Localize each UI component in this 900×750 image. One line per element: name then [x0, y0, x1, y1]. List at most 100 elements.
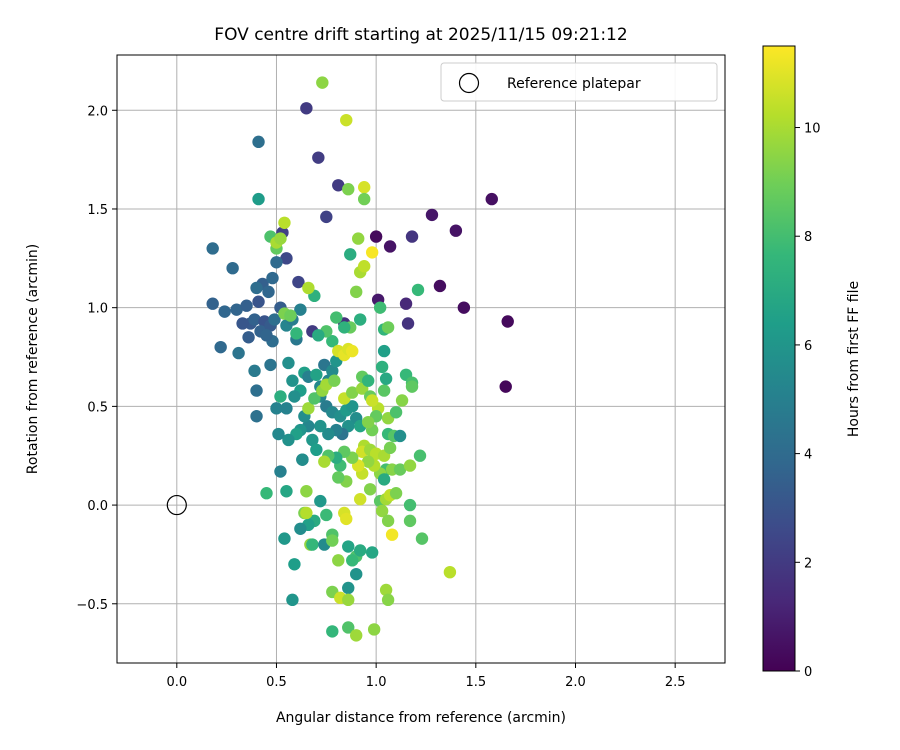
data-point	[242, 331, 255, 344]
colorbar-tick-label: 0	[804, 665, 812, 680]
colorbar-tick-label: 6	[804, 339, 812, 354]
data-point	[326, 534, 339, 547]
data-point	[338, 321, 351, 334]
data-point	[270, 256, 283, 269]
data-point	[278, 532, 291, 545]
data-point	[350, 629, 363, 642]
data-point	[350, 285, 363, 299]
data-point	[499, 380, 512, 393]
data-point	[332, 471, 345, 484]
data-point	[326, 364, 339, 378]
data-point	[206, 297, 219, 310]
data-point	[361, 455, 375, 468]
chart-title: FOV centre drift starting at 2025/11/15 …	[214, 25, 627, 45]
data-point	[274, 465, 287, 478]
colorbar-ticks: 0 2 4 6 8 10	[795, 122, 821, 680]
x-tick-label: 0.5	[266, 675, 287, 690]
data-point	[393, 463, 407, 476]
data-point	[252, 135, 265, 149]
legend-entry-label: Reference platepar	[507, 76, 641, 92]
data-point	[344, 248, 357, 261]
data-point	[399, 297, 413, 310]
data-point	[226, 261, 239, 275]
data-point	[250, 281, 263, 295]
data-point	[294, 522, 307, 535]
colorbar-gradient	[762, 45, 796, 672]
data-point	[302, 402, 315, 415]
y-tick-label: 0.5	[87, 400, 108, 415]
data-point	[218, 305, 231, 318]
data-point	[342, 183, 355, 196]
data-point	[352, 232, 365, 245]
data-point	[389, 406, 403, 419]
data-point	[328, 374, 341, 387]
data-point	[272, 427, 285, 441]
data-point	[365, 546, 379, 559]
data-point	[411, 283, 425, 297]
data-point	[332, 179, 345, 192]
data-point	[379, 372, 393, 385]
data-point	[365, 394, 379, 407]
data-point	[357, 260, 371, 273]
data-point	[278, 216, 291, 229]
grid-lines	[117, 55, 725, 663]
data-point	[354, 313, 367, 326]
data-point	[300, 485, 313, 498]
colorbar-label: Hours from first FF file	[846, 281, 862, 437]
data-point	[346, 386, 359, 399]
y-tick-label: 2.0	[87, 104, 108, 119]
data-point	[332, 554, 345, 567]
data-point	[449, 224, 463, 237]
data-point	[340, 512, 353, 526]
data-point	[377, 473, 391, 486]
data-point	[252, 295, 265, 308]
data-point	[340, 113, 353, 127]
data-point	[363, 483, 377, 496]
data-point	[232, 346, 245, 360]
data-point	[501, 315, 514, 328]
data-point	[312, 151, 325, 164]
data-point	[306, 538, 319, 551]
data-point	[361, 374, 375, 387]
data-point	[326, 335, 339, 348]
y-tick-label: 1.5	[87, 203, 108, 218]
data-point	[373, 301, 387, 314]
x-tick-label: 2.0	[565, 675, 586, 690]
y-axis-label: Rotation from reference (arcmin)	[25, 244, 41, 474]
data-point	[403, 498, 417, 512]
data-point	[268, 313, 281, 326]
x-tick-label: 1.0	[366, 675, 387, 690]
x-tick-label: 0.0	[166, 675, 187, 690]
legend: Reference platepar	[440, 62, 718, 102]
data-point	[342, 593, 355, 607]
y-axis-ticks: −0.5 0.0 0.5 1.0 1.5 2.0	[76, 104, 117, 613]
data-point	[320, 210, 333, 224]
data-point	[433, 279, 447, 293]
data-point	[316, 76, 329, 89]
colorbar: 0 2 4 6 8 10 Hours from first FF file	[762, 45, 862, 680]
data-point	[280, 402, 293, 415]
data-point	[296, 453, 309, 466]
data-point	[230, 303, 243, 316]
data-point	[405, 230, 419, 243]
data-point	[248, 313, 261, 326]
y-tick-label: 1.0	[87, 302, 108, 317]
data-point	[250, 384, 263, 397]
y-tick-label: −0.5	[76, 598, 108, 613]
data-point	[322, 427, 335, 441]
data-point	[252, 192, 265, 206]
data-point	[260, 487, 273, 500]
data-point	[346, 344, 359, 358]
x-tick-label: 2.5	[665, 675, 686, 690]
data-point	[425, 208, 439, 222]
data-point	[294, 303, 307, 316]
data-point	[395, 394, 409, 407]
data-point	[308, 392, 321, 405]
data-point	[381, 593, 395, 607]
data-point	[280, 252, 293, 265]
data-point	[342, 581, 355, 595]
data-point	[381, 321, 395, 334]
data-point	[385, 528, 399, 541]
x-tick-label: 1.5	[465, 675, 486, 690]
